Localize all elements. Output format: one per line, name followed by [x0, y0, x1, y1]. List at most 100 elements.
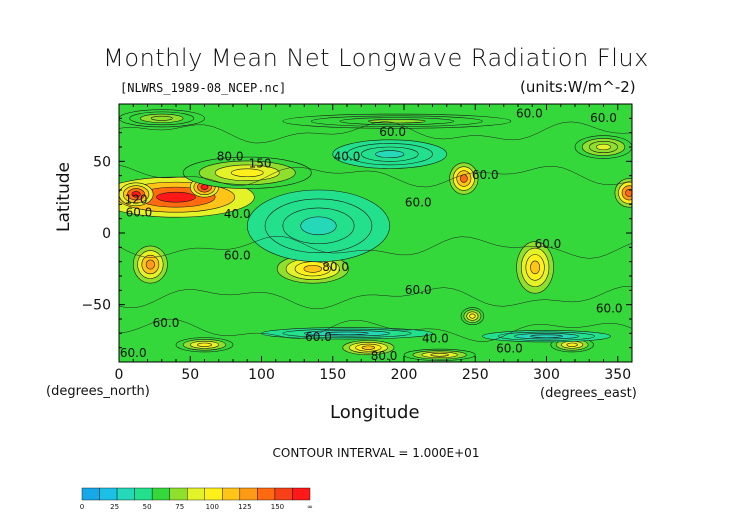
- colorbar-bin: [151, 487, 170, 501]
- colorbar-bin: [239, 487, 258, 501]
- contour-label: 60.0: [590, 111, 617, 125]
- colorbar-bin: [81, 487, 100, 501]
- colorbar-bin: [169, 487, 188, 501]
- y-tick-label: 50: [93, 154, 111, 170]
- colorbar-label: 150: [271, 503, 284, 511]
- contour-ring: [131, 191, 141, 198]
- field-feature: [282, 113, 512, 129]
- colorbar-label: 25: [110, 503, 119, 511]
- contour-ring: [566, 342, 578, 347]
- field-feature: [182, 156, 312, 189]
- contour-ring: [625, 188, 632, 197]
- x-unit-note-left: (degrees_north): [46, 384, 150, 399]
- field-feature: [614, 178, 632, 208]
- colorbar-bin: [134, 487, 153, 501]
- y-tick-label: 0: [102, 226, 111, 242]
- x-axis-label: Longitude: [330, 402, 420, 423]
- contour-ring: [156, 191, 196, 203]
- field-feature: [276, 254, 349, 284]
- units-label: (units:W/m^-2): [520, 78, 636, 96]
- contour-label: 60.0: [496, 342, 523, 356]
- x-tick-label: 350: [604, 367, 631, 383]
- field-feature: [342, 340, 395, 356]
- contour-ring: [361, 345, 376, 350]
- contour-ring: [430, 353, 449, 357]
- field-feature: [482, 330, 611, 343]
- contour-ring: [303, 264, 323, 273]
- field-feature: [332, 139, 448, 169]
- contour-label: 60.0: [516, 107, 543, 121]
- contour-label: 60.0: [126, 205, 153, 219]
- colorbar-bin: [222, 487, 241, 501]
- contour-ring: [230, 168, 264, 178]
- contour-ring: [459, 174, 468, 183]
- contour-label: 40.0: [334, 150, 361, 164]
- field-feature: [403, 348, 476, 361]
- contour-ring: [368, 119, 426, 124]
- contour-ring: [530, 334, 563, 338]
- y-axis-label: Latitude: [54, 162, 74, 232]
- field-feature: [119, 109, 205, 128]
- x-tick-label: 0: [115, 367, 124, 383]
- y-axis: 50 0 −50: [81, 117, 632, 349]
- colorbar-bin: [187, 487, 205, 501]
- contour-ring: [325, 331, 369, 336]
- field-feature: [449, 162, 479, 195]
- contour-label: 60.0: [472, 168, 499, 182]
- x-tick-label: 300: [533, 367, 560, 383]
- field-feature: [574, 135, 632, 159]
- contour-line: [119, 285, 632, 310]
- field-feature: [246, 189, 391, 262]
- contour-line: [119, 318, 632, 342]
- contour-ring: [469, 313, 476, 319]
- contour-label: 60.0: [405, 283, 432, 297]
- contour-line: [119, 236, 632, 259]
- field-feature: [516, 241, 554, 294]
- colorbar-bin: [204, 487, 223, 501]
- colorbar-label: 75: [175, 503, 184, 511]
- colorbar-label: 0: [80, 503, 84, 511]
- contour-label: 60.0: [224, 248, 251, 262]
- contour-ring: [375, 150, 405, 159]
- chart-title: Monthly Mean Net Longwave Radiation Flux: [103, 44, 649, 72]
- contour-label: 150: [249, 157, 272, 171]
- contour-ring: [300, 216, 337, 236]
- y-tick-label: −50: [81, 298, 111, 314]
- colorbar-label: ∞: [307, 503, 313, 511]
- x-axis: 0 50 100 150 200 250 300 350: [115, 104, 631, 383]
- contour-ring: [530, 260, 541, 275]
- contour-label: 80.0: [322, 260, 349, 274]
- contour-label: 60.0: [405, 195, 432, 209]
- x-unit-note-right: (degrees_east): [540, 386, 637, 401]
- contour-line: [119, 121, 632, 144]
- contour-ring: [197, 342, 212, 347]
- x-tick-label: 50: [181, 367, 199, 383]
- contour-label: 60.0: [305, 330, 332, 344]
- field-feature: [460, 307, 485, 326]
- x-tick-label: 200: [391, 367, 418, 383]
- x-tick-label: 150: [319, 367, 346, 383]
- contour-label: 60.0: [153, 316, 180, 330]
- contour-ring: [596, 143, 611, 151]
- colorbar-label: 100: [206, 503, 219, 511]
- contour-label: 60.0: [120, 346, 147, 360]
- contour-ring: [150, 115, 173, 121]
- colorbar-bin: [116, 487, 135, 501]
- contour-ring: [145, 259, 155, 270]
- colorbar-label: 50: [143, 503, 152, 511]
- contour-label: 120: [125, 193, 148, 207]
- contour-label: 60.0: [535, 237, 562, 251]
- contour-label: 60.0: [596, 301, 623, 315]
- contour-line: [119, 164, 632, 188]
- colorbar-bin: [257, 487, 276, 501]
- heatmap-field: [119, 104, 632, 362]
- contour-lines: [119, 121, 632, 342]
- colorbar-bin: [292, 487, 311, 501]
- field-feature: [132, 245, 168, 284]
- contour-label: 60.0: [379, 125, 406, 139]
- contour-label: 40.0: [224, 207, 251, 221]
- contour-label: 80.0: [371, 349, 398, 363]
- contour-label: 40.0: [422, 332, 449, 346]
- dataset-file-label: [NLWRS_1989-08_NCEP.nc]: [120, 81, 287, 95]
